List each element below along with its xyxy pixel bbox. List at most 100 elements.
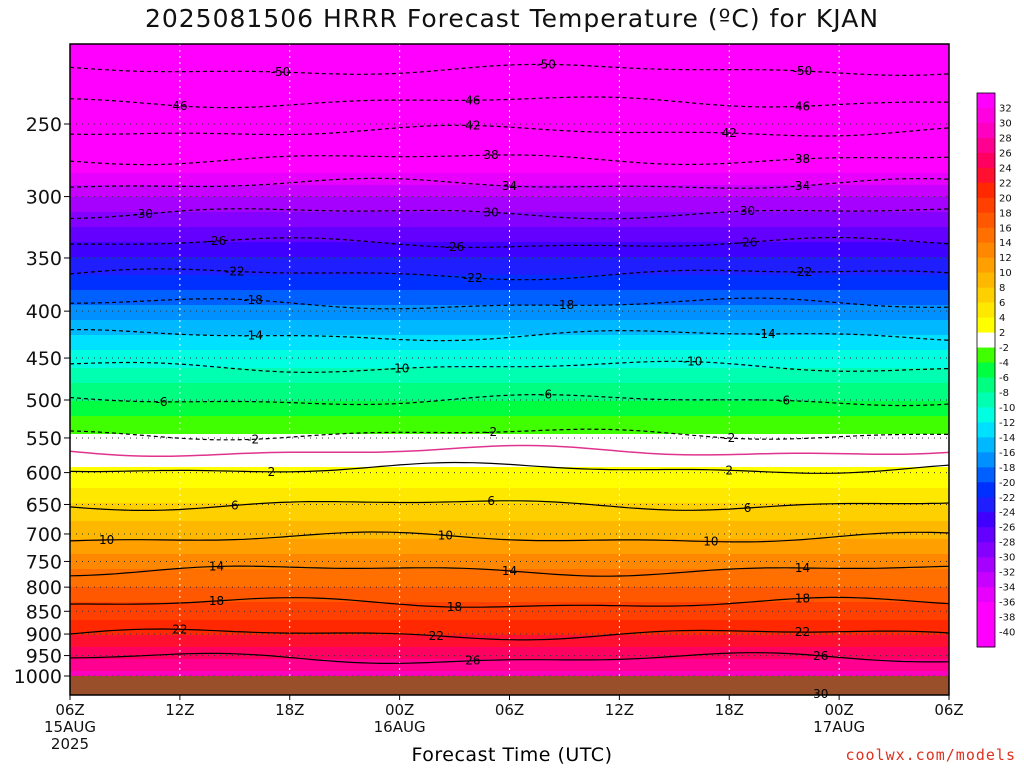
color-scale-label: -32 — [999, 568, 1015, 579]
color-scale-label: -28 — [999, 538, 1015, 549]
color-scale-frame — [976, 92, 996, 648]
credit-link[interactable]: coolwx.com/models — [845, 746, 1016, 764]
color-scale-label: -10 — [999, 403, 1015, 414]
color-scale-label: 4 — [999, 313, 1005, 324]
field-band — [70, 125, 949, 129]
contour-label: 18 — [795, 591, 810, 605]
contour-label: 10 — [99, 533, 114, 547]
contour-label: 22 — [429, 629, 444, 643]
field-band — [70, 635, 949, 639]
contour-label: -22 — [793, 265, 813, 279]
field-band — [70, 167, 949, 171]
y-tick-label: 450 — [26, 348, 62, 370]
field-band — [70, 179, 949, 183]
x-tick-label: 17AUG — [813, 718, 865, 736]
contour-label: -26 — [738, 235, 758, 249]
field-band — [70, 221, 949, 225]
field-band — [70, 401, 949, 405]
field-band — [70, 131, 949, 135]
x-tick-label: 18Z — [715, 701, 744, 719]
chart-title: 2025081506 HRRR Forecast Temperature (ºC… — [144, 4, 880, 33]
field-band — [70, 509, 949, 513]
y-tick-label: 750 — [26, 551, 62, 573]
color-scale-swatch — [977, 602, 995, 618]
contour-22 — [70, 628, 949, 641]
contour-label: -2 — [723, 431, 735, 445]
x-tick-label: 16AUG — [374, 718, 426, 736]
contour-label: 6 — [487, 494, 495, 508]
contour-label: 14 — [795, 561, 810, 575]
field-band — [70, 53, 949, 57]
color-scale-swatch — [977, 197, 995, 214]
color-scale-swatch — [977, 527, 995, 543]
color-scale-swatch — [977, 302, 995, 319]
contour-label: -2 — [247, 432, 259, 446]
color-scale-label: -8 — [999, 388, 1009, 399]
contour-6 — [70, 500, 949, 511]
y-tick-label: 550 — [26, 428, 62, 450]
color-scale-label: -40 — [999, 628, 1015, 639]
contour-label: 22 — [795, 625, 810, 639]
field-band — [70, 101, 949, 105]
color-scale-swatch — [977, 407, 995, 423]
field-band — [70, 587, 949, 591]
contour-label: 2 — [725, 463, 733, 477]
field-band — [70, 503, 949, 507]
field-band — [70, 557, 949, 561]
contour-label: 38 — [795, 152, 810, 166]
field-band — [70, 359, 949, 363]
contour-26 — [70, 652, 949, 664]
color-scale-label: 14 — [999, 238, 1012, 249]
field-band — [70, 581, 949, 585]
color-scale-label: 26 — [999, 148, 1012, 159]
contour-lines — [70, 63, 949, 664]
field-band — [70, 485, 949, 489]
contour-label: 30 — [740, 204, 755, 218]
contour-18 — [70, 596, 949, 608]
contour-label: -30 — [133, 207, 153, 221]
contour-label: -14 — [243, 329, 263, 343]
contour-label: -22 — [463, 271, 483, 285]
color-scale-swatch — [977, 182, 995, 199]
field-band — [70, 245, 949, 249]
contour-label: 22 — [172, 622, 187, 636]
field-band — [70, 431, 949, 435]
y-tick-label: 600 — [26, 463, 62, 485]
contour-label: 10 — [703, 535, 718, 549]
field-band — [70, 599, 949, 603]
color-scale-swatch — [977, 467, 995, 483]
color-scale-swatch — [977, 347, 995, 364]
field-band — [70, 551, 949, 555]
field-band — [70, 65, 949, 69]
field-band — [70, 329, 949, 333]
field-band — [70, 317, 949, 321]
color-scale-swatch — [977, 107, 995, 124]
contour-label: -6 — [778, 393, 790, 407]
color-scale-label: 2 — [999, 328, 1005, 339]
color-scale-swatch — [977, 512, 995, 528]
field-band — [70, 161, 949, 165]
color-scale-label: -14 — [999, 433, 1015, 444]
field-band — [70, 371, 949, 375]
color-scale-swatch — [977, 377, 995, 393]
color-scale-swatch — [977, 272, 995, 289]
color-scale-swatch — [977, 587, 995, 603]
field-band — [70, 473, 949, 477]
contour-label: 6 — [231, 498, 239, 512]
color-scale-label: 16 — [999, 223, 1012, 234]
field-band — [70, 275, 949, 279]
field-band — [70, 425, 949, 429]
field-band — [70, 563, 949, 567]
contour-label: 26 — [813, 649, 828, 663]
x-tick-label: 00Z — [385, 701, 414, 719]
field-band — [70, 389, 949, 393]
field-band — [70, 449, 949, 453]
field-band — [70, 227, 949, 231]
field-band — [70, 233, 949, 237]
x-tick-label: 00Z — [824, 701, 853, 719]
y-tick-label: 1000 — [14, 666, 62, 688]
color-scale-swatch — [977, 392, 995, 408]
field-band — [70, 407, 949, 411]
contour-label: -22 — [225, 264, 245, 278]
